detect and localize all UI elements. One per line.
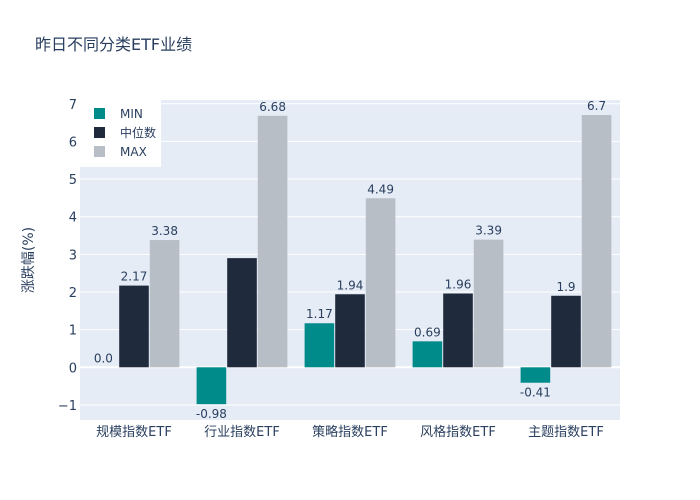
data-label: 0.69 (414, 325, 441, 339)
data-label: 3.38 (151, 224, 178, 238)
legend-label: MAX (120, 145, 147, 159)
y-tick-label: 7 (69, 98, 77, 113)
x-axis-ticks: 规模指数ETF 行业指数ETF 策略指数ETF 风格指数ETF 主题指数ETF (96, 424, 604, 440)
bar (257, 115, 288, 368)
bar (473, 239, 504, 368)
bar (304, 323, 335, 368)
x-tick-label: 策略指数ETF (312, 424, 388, 440)
y-tick-label: −1 (58, 399, 77, 414)
data-label: 4.49 (367, 182, 394, 196)
bar (520, 367, 551, 383)
data-labels: 0.02.173.38-0.986.681.171.944.490.691.96… (94, 99, 606, 421)
data-label: 6.7 (587, 99, 606, 113)
y-tick-label: 6 (69, 135, 77, 150)
bar (119, 285, 149, 368)
x-tick-label: 主题指数ETF (528, 425, 604, 440)
y-tick-label: 2 (69, 286, 77, 301)
bar (149, 240, 180, 368)
bar (196, 367, 227, 405)
data-label: 0.0 (94, 351, 113, 365)
data-label: 1.94 (337, 278, 364, 292)
y-tick-label: 5 (69, 173, 77, 188)
legend-background (80, 100, 161, 167)
y-tick-label: 1 (69, 324, 77, 339)
data-label: 1.9 (556, 280, 575, 294)
data-label: -0.98 (196, 407, 227, 421)
bar (335, 294, 365, 368)
x-tick-label: 行业指数ETF (204, 425, 280, 440)
legend-swatch (94, 127, 105, 138)
y-tick-label: 3 (69, 248, 77, 263)
x-tick-label: 风格指数ETF (420, 424, 496, 440)
y-tick-label: 4 (69, 211, 77, 226)
data-label: 1.17 (306, 307, 333, 321)
data-label: 3.39 (475, 224, 502, 238)
data-label: 2.17 (121, 270, 148, 284)
bars (119, 115, 612, 405)
bar (412, 341, 443, 368)
bar (551, 295, 581, 368)
legend: MIN 中位数 MAX (80, 100, 161, 167)
data-label: 1.96 (445, 278, 472, 292)
data-label: 6.68 (259, 100, 286, 114)
bar (365, 198, 396, 368)
legend-swatch (94, 146, 105, 157)
y-axis-ticks: −1 0 1 2 3 4 5 6 7 (58, 98, 77, 414)
legend-label: MIN (120, 107, 143, 121)
bar (581, 115, 612, 368)
bar (443, 293, 473, 368)
legend-label: 中位数 (120, 125, 156, 140)
y-axis-label: 涨跌幅(%) (21, 227, 37, 293)
bar (227, 258, 257, 368)
data-label: -0.41 (520, 386, 551, 400)
legend-swatch (94, 108, 105, 119)
y-tick-label: 0 (69, 361, 77, 376)
chart-title: 昨日不同分类ETF业绩 (35, 35, 192, 54)
x-tick-label: 规模指数ETF (96, 425, 172, 440)
